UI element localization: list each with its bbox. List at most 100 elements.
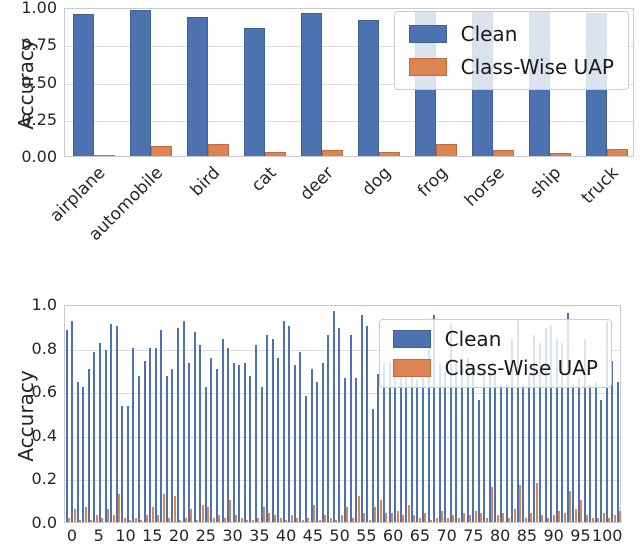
bar-clean-27: [215, 369, 218, 522]
bar-uap-deer: [321, 150, 343, 156]
bar-clean-9: [115, 326, 118, 522]
bar-clean-31: [238, 365, 241, 522]
y-tick-label: 0.8: [31, 339, 57, 358]
bar-uap-38: [279, 518, 282, 522]
x-tick-label-95: 95: [570, 526, 591, 545]
x-tick-label-35: 35: [249, 526, 270, 545]
bar-clean-18: [165, 376, 168, 522]
bar-clean-79: [505, 385, 508, 522]
bar-clean-12: [132, 348, 135, 522]
bar-clean-14: [143, 361, 146, 522]
bar-uap-81: [519, 485, 522, 522]
x-tick-label-deer: deer: [296, 163, 338, 205]
bar-uap-76: [491, 487, 494, 522]
bar-uap-43: [307, 518, 310, 522]
bar-clean-61: [405, 369, 408, 522]
bar-clean-57: [383, 363, 386, 522]
x-tick-label-frog: frog: [413, 163, 452, 202]
bar-uap-71: [463, 513, 466, 522]
bar-uap-5: [95, 515, 98, 522]
bar-clean-93: [583, 339, 586, 522]
bar-uap-27: [218, 515, 221, 522]
bar-clean-35: [260, 387, 263, 522]
gridline: [65, 393, 620, 394]
bar-clean-91: [572, 385, 575, 522]
x-tick-label-60: 60: [382, 526, 404, 545]
bar-uap-31: [240, 518, 243, 522]
bar-uap-51: [352, 518, 355, 522]
bar-uap-74: [480, 513, 483, 522]
bar-uap-75: [485, 518, 488, 522]
x-tick-label-10: 10: [115, 526, 136, 545]
bar-clean-34: [254, 345, 257, 522]
bar-clean-28: [221, 339, 224, 522]
bar-uap-32: [246, 520, 249, 522]
bar-clean-0: [65, 330, 68, 522]
bar-uap-1: [73, 509, 76, 522]
bar-clean-dog: [357, 20, 379, 156]
bar-uap-98: [613, 515, 616, 522]
gridline: [65, 437, 620, 438]
bar-clean-90: [566, 313, 569, 522]
bar-uap-96: [602, 513, 605, 522]
bar-uap-62: [413, 515, 416, 522]
bar-uap-54: [368, 520, 371, 522]
x-tick-label-70: 70: [436, 526, 457, 545]
legend-row-uap: Class-Wise UAP: [408, 55, 614, 79]
bar-clean-94: [589, 385, 592, 522]
x-tick-label-80: 80: [489, 526, 511, 545]
bar-uap-10: [123, 518, 126, 522]
bar-clean-5: [93, 352, 96, 522]
bar-uap-3: [84, 507, 87, 522]
bar-clean-53: [360, 315, 363, 522]
bar-clean-68: [444, 372, 447, 522]
y-tick-label: 0.75: [21, 35, 57, 54]
bar-clean-50: [344, 378, 347, 522]
bar-clean-60: [399, 363, 402, 522]
bar-clean-75: [483, 369, 486, 522]
bar-clean-76: [488, 372, 491, 522]
bar-clean-44: [310, 369, 313, 522]
bar-uap-64: [424, 513, 427, 522]
legend-label-uap: Class-Wise UAP: [460, 55, 614, 79]
bar-uap-77: [496, 515, 499, 522]
bar-uap-97: [608, 518, 611, 522]
bar-uap-99: [619, 511, 622, 522]
bar-clean-37: [271, 339, 274, 522]
bar-uap-28: [223, 518, 226, 522]
bar-uap-93: [585, 515, 588, 522]
bar-clean-3: [82, 387, 85, 522]
bar-clean-65: [427, 332, 430, 522]
bar-uap-17: [162, 494, 165, 522]
bar-clean-70: [455, 363, 458, 522]
gridline: [65, 84, 633, 85]
bar-uap-70: [457, 518, 460, 522]
x-tick-label-0: 0: [66, 526, 78, 545]
bar-uap-cat: [264, 152, 286, 156]
bar-uap-dog: [378, 152, 400, 156]
y-tick-label: 0.4: [31, 426, 57, 445]
bar-clean-40: [288, 326, 291, 522]
bar-uap-48: [335, 520, 338, 522]
bar-clean-automobile: [129, 10, 151, 156]
bar-uap-9: [118, 494, 121, 522]
bar-clean-7: [104, 350, 107, 522]
bar-uap-11: [129, 520, 132, 522]
bar-uap-82: [524, 518, 527, 522]
y-tick-label: 0.50: [21, 73, 57, 92]
x-tick-label-cat: cat: [247, 163, 281, 196]
bar-uap-24: [201, 505, 204, 522]
bar-uap-34: [257, 518, 260, 522]
y-tick-label: 0.0: [31, 513, 57, 532]
bar-clean-80: [511, 339, 514, 522]
bar-uap-21: [184, 518, 187, 522]
bar-clean-4: [87, 369, 90, 522]
bar-uap-59: [396, 511, 399, 522]
bar-uap-63: [418, 518, 421, 522]
bar-clean-39: [282, 321, 285, 522]
bar-clean-26: [210, 358, 213, 522]
legend-row-clean: Clean: [408, 23, 614, 45]
bar-uap-frog: [435, 144, 457, 156]
bar-uap-20: [179, 520, 182, 522]
bar-uap-42: [301, 520, 304, 522]
